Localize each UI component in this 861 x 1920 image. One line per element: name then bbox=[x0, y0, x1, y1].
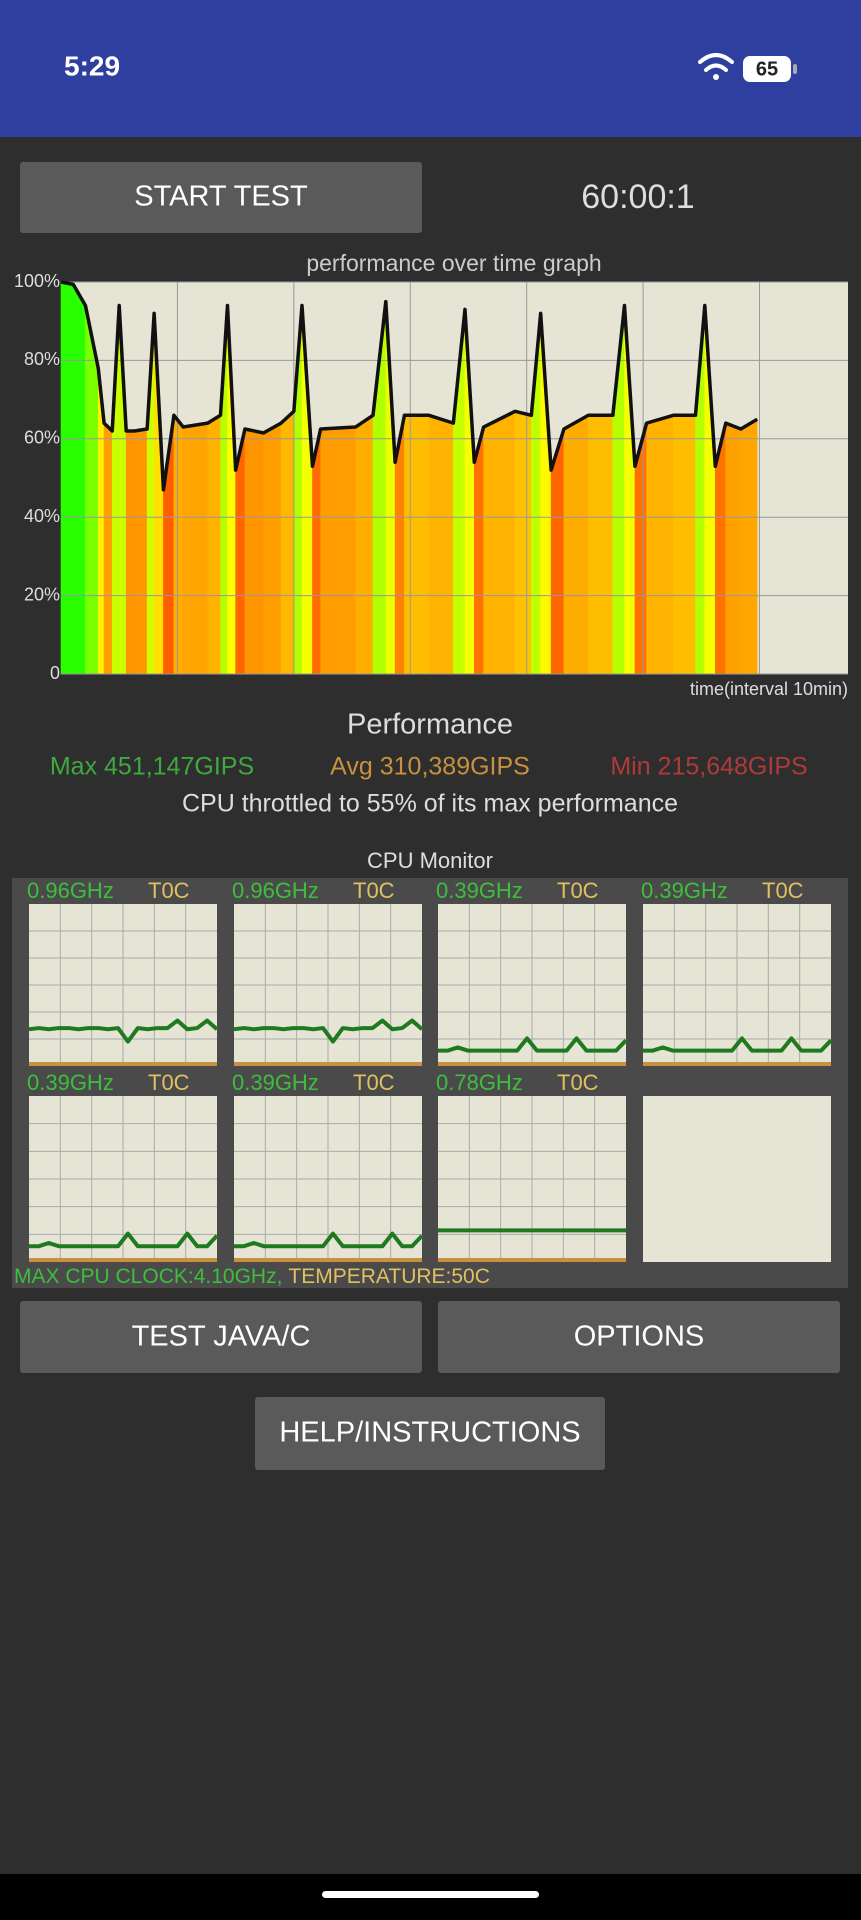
core-temperature: T0C bbox=[148, 878, 190, 903]
core-frequency: 0.39GHz bbox=[27, 1070, 114, 1095]
core-frequency-line bbox=[643, 1036, 833, 1053]
y-tick-label: 0 bbox=[50, 663, 60, 683]
area-fill bbox=[404, 414, 430, 675]
cpu-monitor-title: CPU Monitor bbox=[367, 848, 493, 873]
area-fill bbox=[72, 283, 86, 675]
core-frequency: 0.96GHz bbox=[27, 878, 114, 903]
cpu-footer: MAX CPU CLOCK:4.10GHz, TEMPERATURE:50C bbox=[14, 1265, 490, 1288]
core-temperature: T0C bbox=[762, 878, 804, 903]
core-frequency-line bbox=[233, 1018, 424, 1044]
core-baseline bbox=[29, 1062, 217, 1066]
core-frequency: 0.39GHz bbox=[641, 878, 728, 903]
throttle-note: CPU throttled to 55% of its max performa… bbox=[182, 790, 678, 818]
core-temperature: T0C bbox=[557, 1070, 599, 1095]
graph-title: performance over time graph bbox=[306, 250, 601, 276]
area-fill bbox=[646, 414, 674, 675]
performance-title: Performance bbox=[347, 709, 513, 741]
core-baseline bbox=[438, 1258, 626, 1262]
core-frequency: 0.39GHz bbox=[436, 878, 523, 903]
y-tick-label: 40% bbox=[24, 506, 60, 526]
area-fill bbox=[514, 410, 532, 675]
area-fill bbox=[280, 410, 295, 675]
start-button[interactable] bbox=[20, 162, 422, 233]
min-performance: Min 215,648GIPS bbox=[610, 753, 807, 781]
status-bar bbox=[0, 0, 861, 137]
y-tick-label: 100% bbox=[14, 271, 60, 291]
area-fill bbox=[673, 414, 696, 675]
timer: 60:00:1 bbox=[581, 178, 694, 216]
core-frequency-line bbox=[234, 1231, 424, 1249]
battery-icon bbox=[743, 56, 791, 82]
help-button[interactable] bbox=[255, 1397, 605, 1470]
area-fill bbox=[207, 414, 221, 675]
area-fill bbox=[483, 410, 516, 675]
y-tick-label: 20% bbox=[24, 584, 60, 604]
options-button[interactable] bbox=[438, 1301, 840, 1373]
test-button[interactable] bbox=[20, 1301, 422, 1373]
max-performance: Max 451,147GIPS bbox=[50, 753, 254, 781]
wifi-icon bbox=[698, 53, 734, 80]
area-fill bbox=[244, 428, 264, 675]
performance-graph: 0 20% 40% 60% 80% 100% bbox=[14, 271, 848, 683]
test-button-label[interactable]: TEST JAVA/C bbox=[132, 1321, 311, 1353]
area-fill bbox=[134, 428, 148, 675]
area-fill bbox=[60, 281, 74, 675]
max-clock: MAX CPU CLOCK:4.10GHz, bbox=[14, 1265, 282, 1288]
area-fill bbox=[320, 426, 356, 675]
area-fill bbox=[125, 430, 135, 675]
core-baseline bbox=[29, 1258, 217, 1262]
help-button-label[interactable]: HELP/INSTRUCTIONS bbox=[279, 1417, 580, 1449]
core-baseline bbox=[643, 1062, 831, 1066]
area-fill bbox=[182, 422, 208, 675]
avg-performance: Avg 310,389GIPS bbox=[330, 753, 530, 781]
area-fill bbox=[173, 414, 184, 675]
core-temperature: T0C bbox=[353, 1070, 395, 1095]
area-fill bbox=[473, 426, 484, 675]
options-button-label[interactable]: OPTIONS bbox=[574, 1321, 705, 1353]
core-temperature: T0C bbox=[148, 1070, 190, 1095]
y-tick-label: 60% bbox=[24, 428, 60, 448]
core-frequency-line bbox=[438, 1036, 628, 1053]
core-frequency: 0.96GHz bbox=[232, 878, 319, 903]
home-indicator[interactable] bbox=[322, 1891, 539, 1898]
y-tick-label: 80% bbox=[24, 349, 60, 369]
x-axis-label: time(interval 10min) bbox=[690, 679, 848, 699]
core-temperature: T0C bbox=[353, 878, 395, 903]
area-fill bbox=[740, 418, 758, 675]
battery-level: 65 bbox=[756, 58, 778, 80]
battery-tip bbox=[793, 64, 797, 74]
area-fill bbox=[563, 414, 589, 675]
area-fill bbox=[355, 414, 374, 675]
area-fill bbox=[725, 422, 742, 675]
core-frequency-line bbox=[29, 1231, 219, 1249]
temperature: TEMPERATURE:50C bbox=[288, 1265, 489, 1288]
core-frequency-line bbox=[28, 1018, 219, 1044]
area-fill bbox=[263, 422, 282, 675]
core-frequency: 0.39GHz bbox=[232, 1070, 319, 1095]
clock: 5:29 bbox=[64, 50, 120, 81]
core-frequency: 0.78GHz bbox=[436, 1070, 523, 1095]
area-fill bbox=[588, 414, 614, 675]
core-baseline bbox=[438, 1062, 626, 1066]
area-fill bbox=[103, 422, 113, 675]
start-button-label[interactable]: START TEST bbox=[134, 181, 308, 213]
core-temperature: T0C bbox=[557, 878, 599, 903]
core-baseline bbox=[234, 1258, 422, 1262]
cpu-cores: 0.96GHz T0C 0.96GHz T0C 0.39GHz T0C 0.39GHz T0C… bbox=[27, 878, 833, 1262]
core-baseline bbox=[234, 1062, 422, 1066]
area-fill bbox=[428, 414, 454, 675]
core-chart-bg bbox=[643, 1096, 831, 1262]
performance-line bbox=[60, 280, 759, 492]
